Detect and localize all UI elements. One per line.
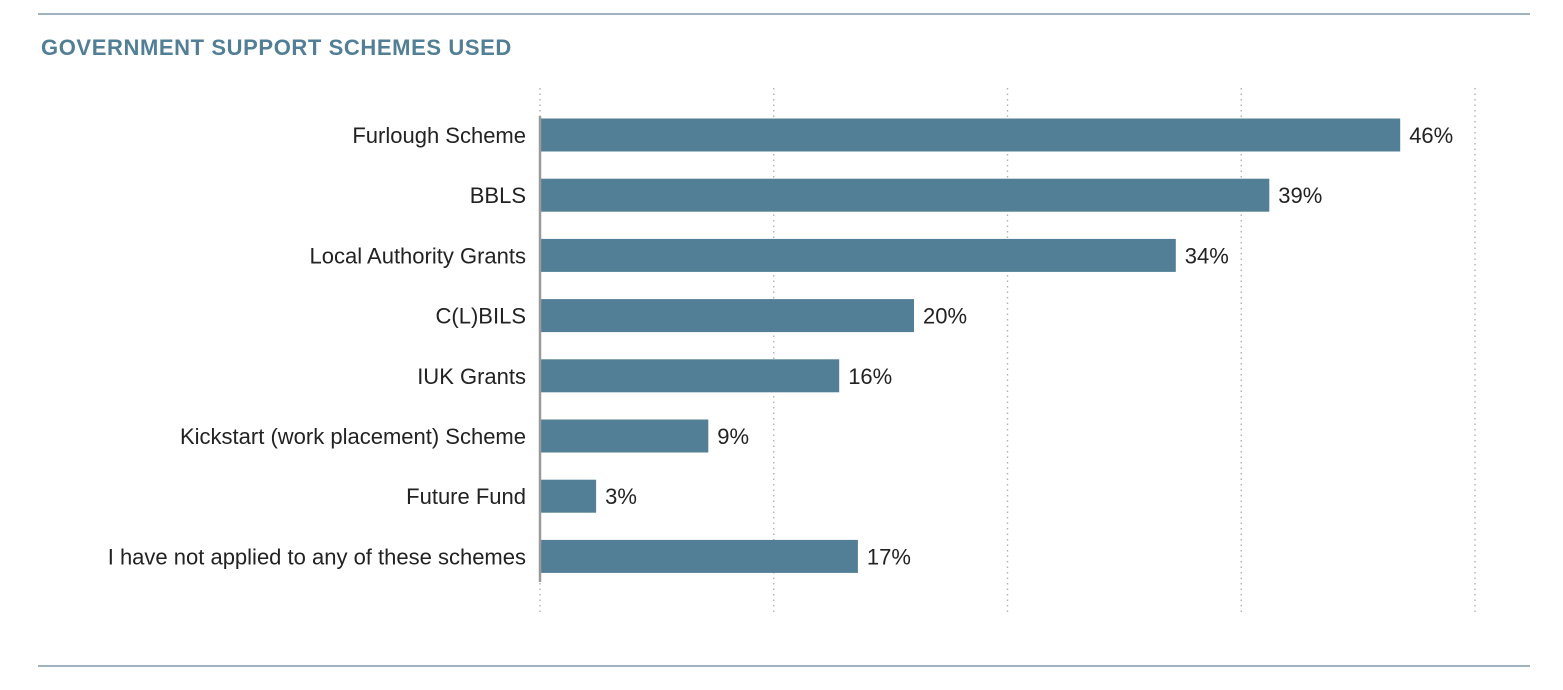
category-label: IUK Grants bbox=[417, 364, 526, 389]
bar bbox=[540, 359, 840, 393]
category-label: I have not applied to any of these schem… bbox=[108, 544, 526, 569]
value-label: 20% bbox=[923, 304, 967, 329]
bar bbox=[540, 238, 1176, 272]
bar bbox=[540, 299, 914, 333]
value-label: 34% bbox=[1185, 243, 1229, 268]
value-label: 3% bbox=[605, 484, 637, 509]
bar bbox=[540, 539, 858, 573]
value-label: 9% bbox=[717, 424, 749, 449]
top-divider bbox=[38, 13, 1530, 15]
bar bbox=[540, 419, 709, 453]
category-label: Furlough Scheme bbox=[352, 123, 526, 148]
value-label: 46% bbox=[1409, 123, 1453, 148]
value-label: 39% bbox=[1278, 183, 1322, 208]
category-label: Kickstart (work placement) Scheme bbox=[180, 424, 526, 449]
value-label: 16% bbox=[848, 364, 892, 389]
category-label: C(L)BILS bbox=[436, 304, 526, 329]
value-label: 17% bbox=[867, 544, 911, 569]
bar bbox=[540, 178, 1270, 212]
bar bbox=[540, 479, 597, 513]
category-label: Future Fund bbox=[406, 484, 526, 509]
bottom-divider bbox=[38, 665, 1530, 667]
category-label: Local Authority Grants bbox=[310, 243, 526, 268]
category-label: BBLS bbox=[470, 183, 526, 208]
bar bbox=[540, 118, 1401, 152]
chart-title: GOVERNMENT SUPPORT SCHEMES USED bbox=[41, 35, 512, 60]
